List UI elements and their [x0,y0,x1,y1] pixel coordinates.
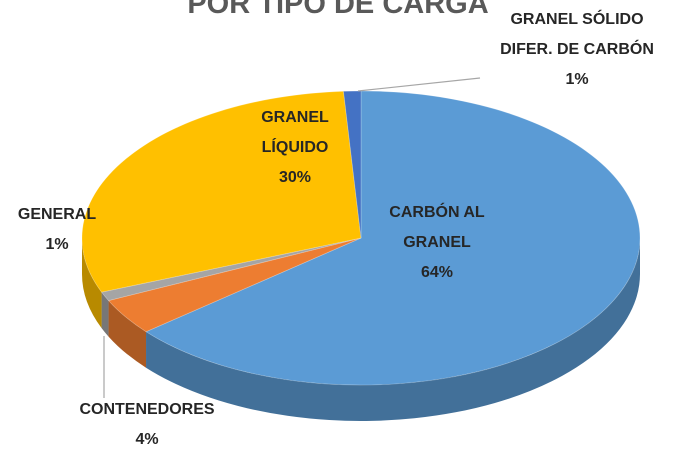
category-label: GRANEL LÍQUIDO [261,109,329,156]
value-label: 30% [278,169,312,186]
value-label: 64% [420,264,454,281]
data-label: CONTENEDORES 4% [47,395,247,455]
slice-side [146,238,641,421]
slice-side [101,292,109,337]
slice-side [108,300,147,368]
chart-title: POR TIPO DE CARGA [187,0,489,20]
category-label: CARBÓN AL GRANEL [389,204,485,251]
page: {"chart_data": {"type": "pie", "title": … [0,0,665,448]
slice-side [82,238,102,329]
slice [145,90,641,386]
slice [107,237,362,333]
value-label: 1% [45,236,69,253]
slice [81,90,362,293]
value-label: 4% [135,431,159,448]
data-label: CARBÓN AL GRANEL 64% [372,198,502,288]
slice [100,237,362,302]
data-label: GRANEL LÍQUIDO 30% [250,103,340,193]
category-label: GRANEL SÓLIDO DIFER. DE CARBÓN [500,11,654,58]
leader-line [357,77,481,92]
data-label: GENERAL 1% [0,200,117,260]
category-label: CONTENEDORES [79,401,215,418]
data-label: GRANEL SÓLIDO DIFER. DE CARBÓN 1% [490,5,665,95]
value-label: 1% [565,71,589,88]
category-label: GENERAL [17,206,97,223]
chart [81,77,641,421]
